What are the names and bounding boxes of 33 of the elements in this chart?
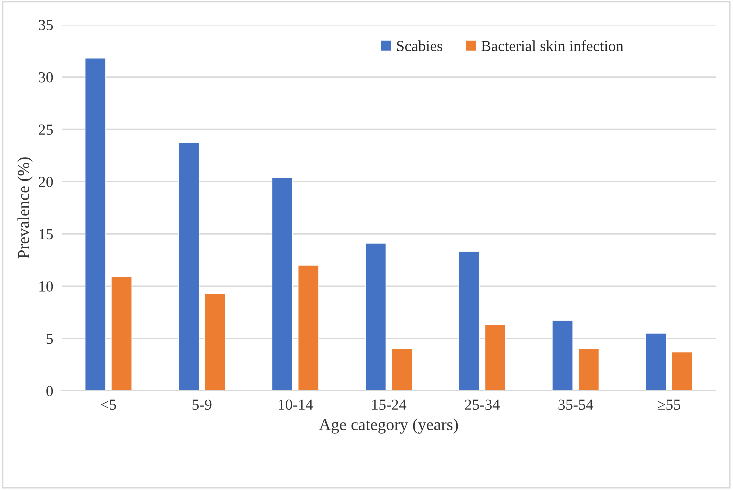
x-tick-label: 25-34 bbox=[465, 400, 500, 410]
bar bbox=[365, 243, 387, 391]
x-tick-label: ≥55 bbox=[658, 400, 681, 410]
bar bbox=[204, 293, 226, 391]
legend-label: Scabies bbox=[397, 40, 442, 52]
bar bbox=[111, 276, 132, 391]
bar bbox=[672, 352, 693, 391]
bar bbox=[484, 324, 506, 391]
y-tick-label: 25 bbox=[39, 124, 54, 136]
y-axis-title: Prevalence (%) bbox=[18, 158, 33, 259]
bar bbox=[391, 348, 413, 391]
x-axis-title: Age category (years) bbox=[319, 418, 458, 434]
y-tick-label: 30 bbox=[39, 72, 54, 83]
bar bbox=[178, 142, 200, 391]
bar bbox=[646, 333, 667, 391]
bar bbox=[458, 252, 480, 391]
y-tick-label: 20 bbox=[39, 177, 54, 188]
bar bbox=[298, 265, 320, 391]
y-tick-label: 15 bbox=[40, 229, 54, 240]
y-tick-label: 35 bbox=[39, 20, 54, 30]
x-tick-label: 10-14 bbox=[279, 400, 314, 410]
legend-label: Bacterial skin infection bbox=[482, 40, 624, 52]
y-tick-label: 10 bbox=[40, 282, 54, 292]
y-tick-label: 5 bbox=[46, 334, 54, 344]
x-tick-label: 35-54 bbox=[558, 400, 594, 410]
x-tick-label: 15-24 bbox=[372, 400, 407, 410]
x-tick-label: 5-9 bbox=[192, 400, 212, 410]
bar bbox=[85, 58, 106, 391]
y-tick-label: 0 bbox=[46, 386, 54, 396]
bar bbox=[272, 177, 294, 391]
bar bbox=[578, 348, 600, 391]
x-tick-label: <5 bbox=[101, 400, 116, 410]
bar bbox=[552, 320, 574, 391]
